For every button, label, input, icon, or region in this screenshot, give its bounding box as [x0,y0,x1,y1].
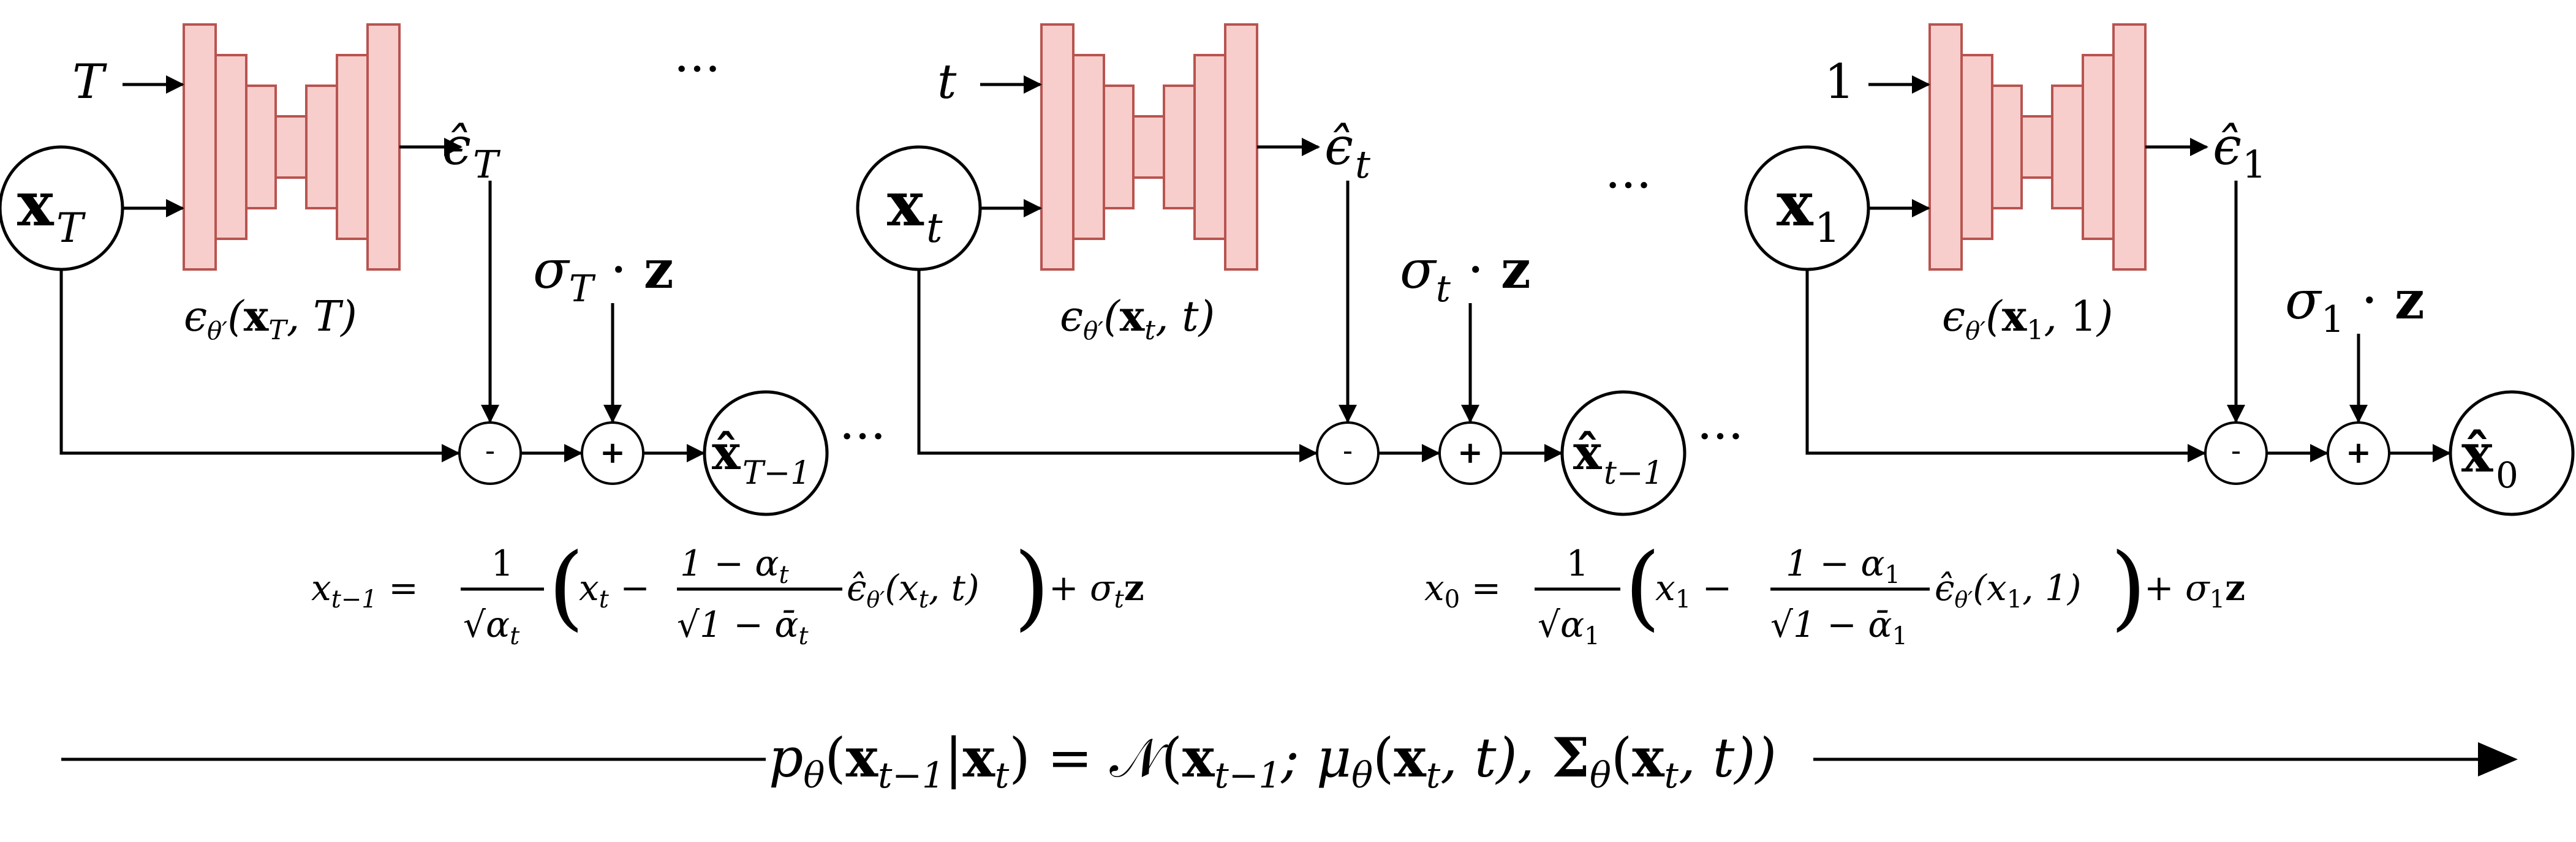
svg-text:√αt: √αt [463,604,520,650]
time-input-t: t [937,55,957,110]
update-equation-1: x0 = 1 √α1 ( x1 − 1 − α1 √1 − ᾱ1 ϵ̂θ′(x1… [1424,534,2245,650]
svg-text:): ) [2110,534,2147,641]
svg-text:x: x [887,168,924,240]
svg-text:ϵ̂θ′(xt, t): ϵ̂θ′(xt, t) [847,567,980,614]
eps-hat-1: ϵ̂ [2213,116,2242,176]
svg-text:+ σ1z: + σ1z [2144,567,2245,614]
svg-text:1: 1 [1815,205,1840,252]
ellipsis-mid-2: ··· [1697,408,1743,465]
svg-text:1: 1 [1566,543,1589,584]
svg-text:-: - [485,434,495,468]
node-xT-var: x [17,168,55,240]
node-xT-sub: T [56,205,86,252]
svg-text:ϵ̂θ′(x1, 1): ϵ̂θ′(x1, 1) [1935,567,2082,614]
block-t: t x t ϵ̂ t ϵθ′(xt, t) σt · z - + x̂ t−1 [856,23,1686,516]
net-label-t: ϵθ′(xt, t) [1060,292,1215,346]
block-1: 1 x 1 ϵ̂ 1 ϵθ′(x1, 1) σ1 · z - + x̂ 0 [1744,23,2575,516]
eps-hat-t: ϵ̂ [1324,116,1353,176]
eps-hat-T-sub: T [473,142,501,187]
svg-text:x: x [1777,168,1814,240]
svg-text:1 − α1: 1 − α1 [1786,543,1900,589]
unet-1 [1928,23,2147,271]
eps-hat-T: ϵ̂ [442,116,471,176]
noise-t: σt · z [1400,239,1531,310]
svg-text:t: t [926,205,943,252]
svg-text:+: + [1457,434,1483,470]
svg-text:x̂: x̂ [1573,425,1603,481]
time-input-T: T [72,55,107,110]
svg-text:x0 =: x0 = [1424,567,1501,614]
svg-text:√1 − ᾱ1: √1 − ᾱ1 [1770,604,1908,650]
svg-text:(: ( [1625,534,1661,641]
node-xhat-t-minus-1 [1560,390,1686,516]
reverse-process-formula: pθ(xt−1|xt) = 𝒩(xt−1; μθ(xt, t), Σθ(xt, … [769,726,1777,796]
reverse-process-arrow: pθ(xt−1|xt) = 𝒩(xt−1; μθ(xt, t), Σθ(xt, … [61,726,2518,796]
svg-text:1 − αt: 1 − αt [680,543,790,589]
svg-text:1: 1 [2242,142,2266,187]
node-xhat-T-minus-1 [703,390,829,516]
ellipsis-top-2: ··· [1605,157,1652,214]
svg-text:+ σtz: + σtz [1049,567,1144,614]
svg-text:x̂: x̂ [712,425,741,481]
svg-text:t−1: t−1 [1604,455,1664,492]
svg-text:xt−1 =: xt−1 = [311,567,418,614]
svg-text:0: 0 [2496,454,2518,496]
svg-text:+: + [600,434,625,470]
svg-text:x1 −: x1 − [1655,567,1732,614]
svg-text:t: t [1355,142,1370,187]
noise-1: σ1 · z [2285,269,2425,341]
ellipsis-top-1: ··· [674,40,720,97]
svg-text:-: - [1343,434,1353,468]
svg-text:√1 − ᾱt: √1 − ᾱt [677,604,809,650]
unet-T [183,23,401,271]
svg-text:x̂: x̂ [2461,423,2493,484]
node-xhat-0 [2449,390,2575,516]
noise-T: σT · z [533,239,674,310]
svg-text:): ) [1014,534,1050,641]
net-label-1: ϵθ′(x1, 1) [1942,292,2113,346]
svg-text:+: + [2346,434,2371,470]
time-input-1: 1 [1824,55,1855,110]
ellipsis-mid-1: ··· [839,408,886,465]
svg-text:√α1: √α1 [1538,604,1600,650]
update-equation-t: xt−1 = 1 √αt ( xt − 1 − αt √1 − ᾱt ϵ̂θ′(… [311,534,1144,650]
svg-text:1: 1 [491,543,514,584]
unet-t [1040,23,1258,271]
svg-text:T−1: T−1 [742,455,810,492]
svg-text:-: - [2231,434,2241,468]
svg-text:(: ( [548,534,584,641]
net-label-T: ϵθ′(xT, T) [184,292,357,346]
svg-text:xt −: xt − [579,567,650,614]
block-T: T x T ϵ̂ T ϵθ′(xT, T) σT · z - + x̂ T−1 [0,23,829,516]
